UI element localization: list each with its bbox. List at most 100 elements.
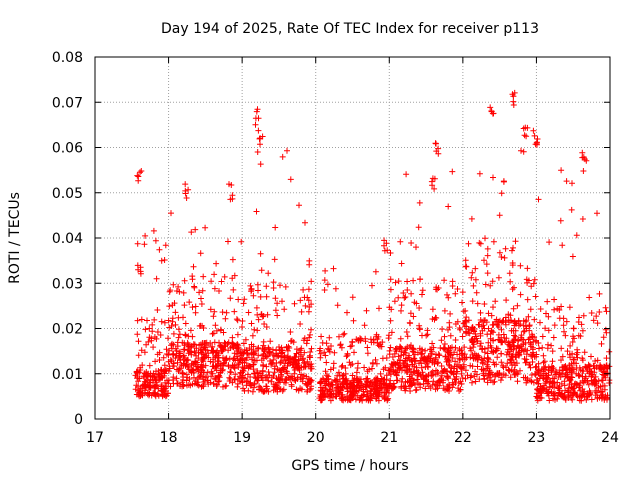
data-point <box>420 380 427 387</box>
data-point <box>399 375 406 382</box>
data-point <box>472 265 479 272</box>
data-point <box>257 135 264 142</box>
data-point <box>469 298 476 305</box>
data-point <box>469 324 476 331</box>
data-point <box>189 273 196 280</box>
data-point <box>502 245 509 252</box>
data-point <box>498 350 505 357</box>
data-point <box>271 353 278 360</box>
data-point <box>476 239 483 246</box>
data-point <box>503 297 510 304</box>
data-point <box>535 340 542 346</box>
data-point <box>169 302 176 309</box>
data-point <box>243 347 250 354</box>
data-point <box>435 285 442 291</box>
data-point <box>484 379 491 386</box>
data-point <box>331 349 338 356</box>
data-point <box>499 374 505 381</box>
data-point <box>383 355 390 361</box>
data-point <box>398 260 405 267</box>
data-point <box>424 327 431 334</box>
data-point <box>479 345 486 352</box>
data-point <box>532 293 539 300</box>
data-point <box>469 379 475 386</box>
data-point <box>446 362 453 369</box>
data-point <box>520 148 527 155</box>
data-point <box>287 329 294 335</box>
data-point <box>509 262 516 269</box>
data-point <box>258 375 265 381</box>
data-point <box>512 336 518 343</box>
data-point <box>571 356 578 363</box>
data-point <box>193 352 200 359</box>
data-point <box>392 279 399 286</box>
data-point <box>419 291 425 298</box>
data-point <box>229 334 236 341</box>
data-point <box>462 257 469 264</box>
data-point <box>389 354 396 360</box>
data-point <box>510 244 516 251</box>
data-point <box>586 362 593 369</box>
data-point <box>534 136 541 142</box>
data-point <box>453 375 460 382</box>
data-point <box>562 332 569 339</box>
data-point <box>557 374 564 380</box>
data-point <box>202 224 209 231</box>
data-point <box>344 352 351 359</box>
data-point <box>383 240 390 247</box>
data-point <box>323 359 330 366</box>
data-point <box>244 371 251 378</box>
data-point <box>307 331 313 338</box>
data-point <box>435 145 442 152</box>
data-point <box>361 364 368 371</box>
data-point <box>308 383 315 390</box>
data-point <box>508 317 515 324</box>
data-point <box>174 359 181 366</box>
data-point <box>490 304 496 311</box>
data-point <box>322 394 329 401</box>
data-point <box>299 375 306 382</box>
data-point <box>287 176 294 183</box>
data-point <box>543 372 550 379</box>
data-point <box>332 285 339 292</box>
data-point <box>234 317 241 324</box>
data-point <box>566 304 573 311</box>
data-point <box>170 281 177 288</box>
data-point <box>441 333 448 340</box>
data-point <box>415 224 422 231</box>
data-point <box>412 381 418 388</box>
data-point <box>457 378 464 385</box>
data-point <box>347 380 354 387</box>
data-point <box>349 361 356 367</box>
data-point <box>480 370 487 377</box>
data-point <box>392 368 399 375</box>
data-point <box>545 313 552 320</box>
data-point <box>530 280 537 287</box>
data-point <box>438 337 445 344</box>
data-point <box>279 153 286 160</box>
data-point <box>234 383 241 390</box>
data-point <box>149 328 156 335</box>
data-point <box>277 367 284 374</box>
data-point <box>592 373 599 380</box>
data-point <box>549 358 556 365</box>
data-point <box>210 313 217 320</box>
data-point <box>385 389 392 396</box>
data-point <box>389 361 396 368</box>
data-point <box>302 219 308 226</box>
data-point <box>411 369 418 376</box>
data-point <box>386 351 393 358</box>
data-point <box>564 369 571 376</box>
data-point <box>596 290 603 297</box>
data-point <box>410 313 417 320</box>
data-point <box>245 364 252 371</box>
data-point <box>439 326 446 333</box>
data-point <box>180 289 187 296</box>
data-point <box>498 359 505 366</box>
data-point <box>427 385 434 392</box>
data-point <box>211 308 218 315</box>
data-point <box>198 301 205 307</box>
data-point <box>298 386 305 393</box>
data-point <box>556 367 563 374</box>
data-point <box>449 355 456 361</box>
